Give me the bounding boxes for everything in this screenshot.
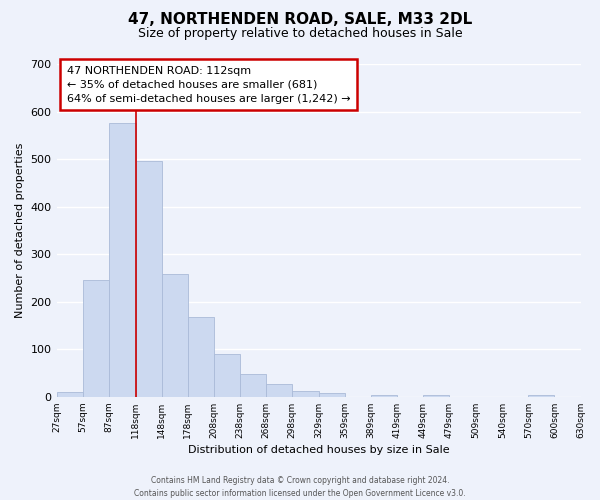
Bar	[292, 391, 319, 397]
Bar	[371, 396, 397, 397]
Bar	[319, 393, 345, 397]
Bar	[56, 392, 83, 397]
Bar	[214, 354, 240, 397]
Bar	[423, 395, 449, 397]
Bar	[240, 374, 266, 397]
X-axis label: Distribution of detached houses by size in Sale: Distribution of detached houses by size …	[188, 445, 449, 455]
Bar	[188, 317, 214, 397]
Text: 47, NORTHENDEN ROAD, SALE, M33 2DL: 47, NORTHENDEN ROAD, SALE, M33 2DL	[128, 12, 472, 28]
Bar	[529, 396, 554, 397]
Text: 47 NORTHENDEN ROAD: 112sqm
← 35% of detached houses are smaller (681)
64% of sem: 47 NORTHENDEN ROAD: 112sqm ← 35% of deta…	[67, 66, 350, 104]
Bar	[109, 124, 136, 397]
Bar	[266, 384, 292, 397]
Bar	[83, 280, 109, 397]
Bar	[136, 162, 161, 397]
Text: Contains HM Land Registry data © Crown copyright and database right 2024.
Contai: Contains HM Land Registry data © Crown c…	[134, 476, 466, 498]
Y-axis label: Number of detached properties: Number of detached properties	[15, 142, 25, 318]
Bar	[161, 274, 188, 397]
Text: Size of property relative to detached houses in Sale: Size of property relative to detached ho…	[137, 28, 463, 40]
